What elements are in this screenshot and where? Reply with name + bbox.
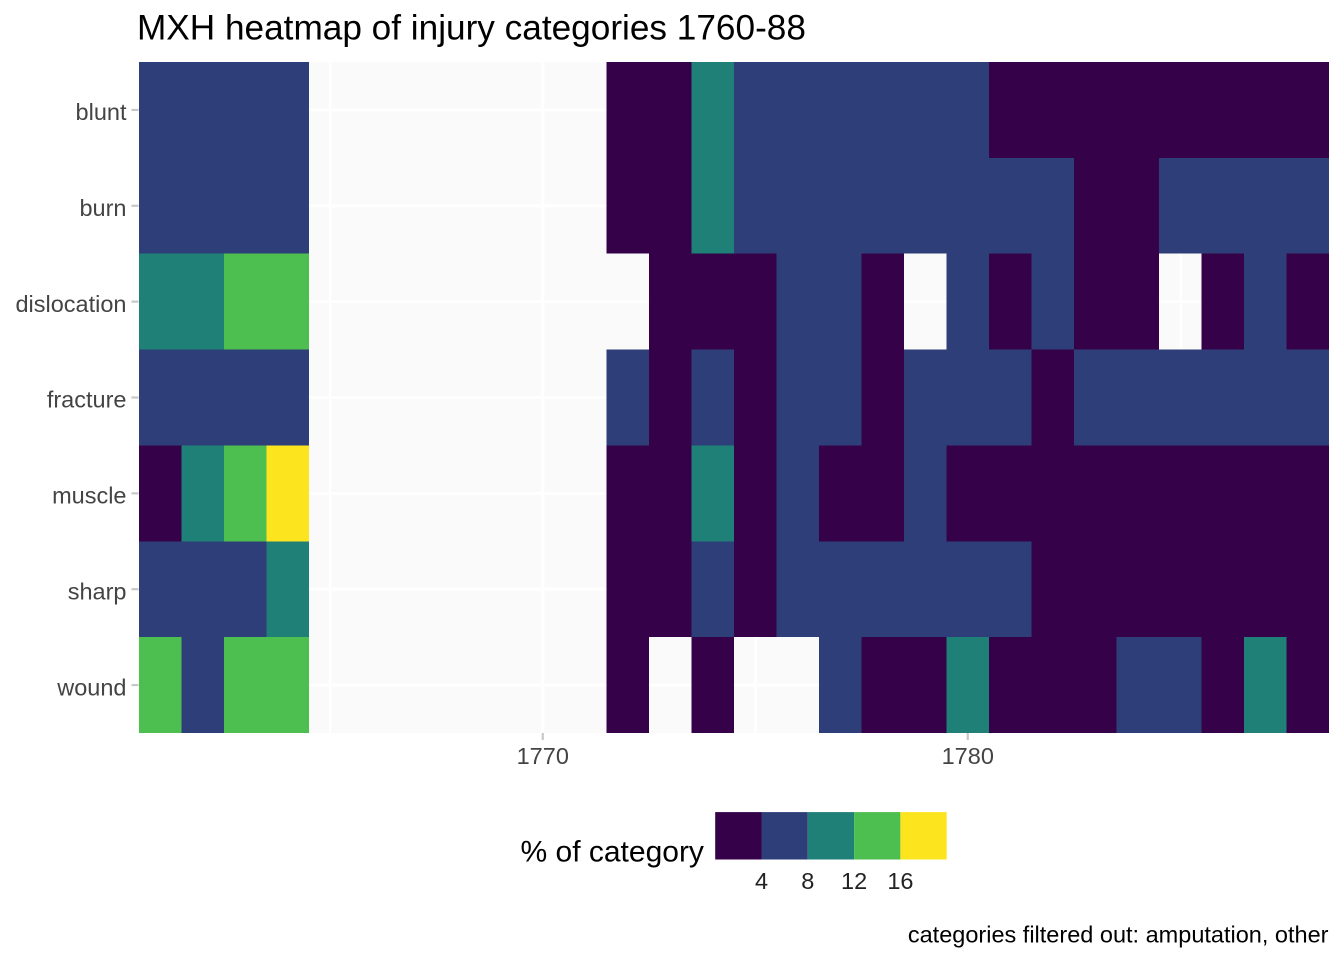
- svg-text:16: 16: [887, 868, 913, 894]
- svg-text:blunt: blunt: [76, 99, 127, 125]
- svg-text:1780: 1780: [942, 743, 994, 769]
- svg-text:% of category: % of category: [521, 836, 704, 869]
- svg-text:categories filtered out: amput: categories filtered out: amputation, oth…: [908, 921, 1329, 947]
- svg-text:burn: burn: [79, 195, 126, 221]
- svg-text:4: 4: [755, 868, 768, 894]
- svg-text:fracture: fracture: [47, 387, 127, 413]
- svg-text:wound: wound: [56, 674, 126, 700]
- svg-text:8: 8: [801, 868, 814, 894]
- svg-text:sharp: sharp: [68, 578, 127, 604]
- svg-text:muscle: muscle: [52, 483, 126, 509]
- svg-text:MXH heatmap of injury categori: MXH heatmap of injury categories 1760-88: [137, 9, 806, 48]
- svg-text:12: 12: [841, 868, 867, 894]
- svg-text:1770: 1770: [517, 743, 569, 769]
- svg-text:dislocation: dislocation: [15, 291, 126, 317]
